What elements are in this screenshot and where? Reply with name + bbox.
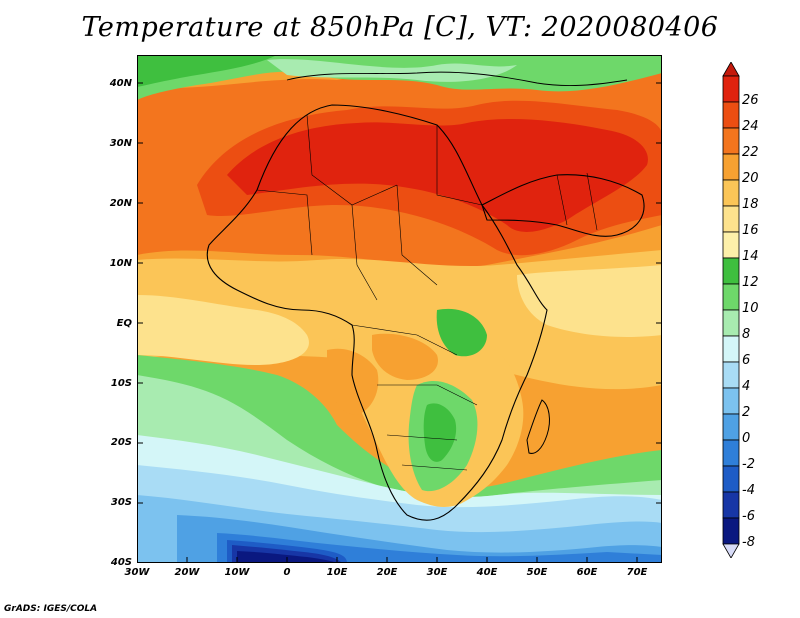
lon-label-70e: 70E: [626, 567, 648, 578]
colorbar-swatch: [722, 101, 740, 129]
colorbar: [718, 61, 744, 562]
colorbar-swatch: [722, 283, 740, 311]
colorbar-bottom-arrow: [722, 543, 740, 559]
angola-warm-zone: [327, 348, 379, 415]
lat-label-eq: EQ: [116, 318, 132, 329]
lon-label-50e: 50E: [526, 567, 548, 578]
colorbar-swatch: [722, 439, 740, 467]
colorbar-tick-label: 16: [742, 223, 759, 238]
lat-label-30n: 30N: [109, 138, 132, 149]
lat-label-20n: 20N: [109, 198, 132, 209]
lon-label-60e: 60E: [576, 567, 598, 578]
north-atlantic-zone: [137, 55, 277, 87]
colorbar-tick-label: 6: [742, 353, 751, 368]
lon-label-30e: 30E: [426, 567, 448, 578]
map-title: Temperature at 850hPa [C], VT: 202008040…: [81, 12, 719, 43]
lon-label-10e: 10E: [326, 567, 348, 578]
lat-label-10s: 10S: [110, 378, 132, 389]
colorbar-swatch: [722, 127, 740, 155]
max-temp-core: [227, 119, 648, 232]
colorbar-swatch: [722, 257, 740, 285]
colorbar-swatch: [722, 153, 740, 181]
madagascar-coastline: [526, 399, 550, 454]
great-lakes-zone: [436, 308, 487, 357]
colorbar-tick-label: 2: [742, 405, 751, 420]
colorbar-tick-label: -4: [742, 483, 755, 498]
credit-text: GrADS: IGES/COLA: [4, 604, 98, 614]
colorbar-tick-label: 14: [742, 249, 759, 264]
lon-label-30w: 30W: [124, 567, 150, 578]
lon-label-0: 0: [283, 567, 291, 578]
arabia-coastline: [481, 174, 645, 237]
colorbar-top-arrow: [722, 61, 740, 77]
lon-label-20e: 20E: [376, 567, 398, 578]
country-borders: [256, 114, 598, 471]
colorbar-tick-label: 0: [742, 431, 751, 446]
colorbar-tick-label: 26: [742, 93, 759, 108]
lon-label-10w: 10W: [224, 567, 250, 578]
colorbar-tick-label: 22: [742, 145, 759, 160]
colorbar-swatch: [722, 491, 740, 519]
colorbar-swatch: [722, 517, 740, 545]
colorbar-swatch: [722, 387, 740, 415]
colorbar-tick-label: 20: [742, 171, 759, 186]
colorbar-tick-label: 10: [742, 301, 759, 316]
colorbar-swatch: [722, 179, 740, 207]
colorbar-tick-label: 24: [742, 119, 759, 134]
north-band: [267, 59, 517, 82]
indian-ocean-north-zone: [517, 265, 662, 337]
gulf-of-guinea-zone: [137, 295, 309, 365]
lat-label-40s: 40S: [110, 557, 132, 568]
colorbar-swatch: [722, 465, 740, 493]
map-frame: [137, 55, 662, 563]
colorbar-tick-label: -2: [742, 457, 755, 472]
colorbar-swatch: [722, 335, 740, 363]
colorbar-swatch: [722, 309, 740, 337]
lat-label-10n: 10N: [109, 258, 132, 269]
colorbar-tick-label: 18: [742, 197, 759, 212]
africa-coastline: [206, 104, 548, 521]
axis-ticks: [137, 82, 662, 563]
colorbar-swatch: [722, 361, 740, 389]
colorbar-swatch: [722, 75, 740, 103]
lon-label-20w: 20W: [174, 567, 200, 578]
temperature-map: [137, 55, 662, 563]
lat-label-20s: 20S: [110, 437, 132, 448]
europe-coastline: [286, 71, 628, 86]
colorbar-tick-label: -6: [742, 509, 755, 524]
colorbar-swatch: [722, 413, 740, 441]
lat-label-30s: 30S: [110, 497, 132, 508]
colorbar-swatch: [722, 205, 740, 233]
lat-label-40n: 40N: [109, 78, 132, 89]
colorbar-tick-label: 12: [742, 275, 759, 290]
colorbar-tick-label: -8: [742, 535, 755, 550]
lon-label-40e: 40E: [476, 567, 498, 578]
colorbar-tick-label: 4: [742, 379, 751, 394]
colorbar-swatch: [722, 231, 740, 259]
congo-warm-zone: [372, 333, 438, 380]
colorbar-tick-label: 8: [742, 327, 751, 342]
zambezi-zone: [423, 403, 457, 462]
